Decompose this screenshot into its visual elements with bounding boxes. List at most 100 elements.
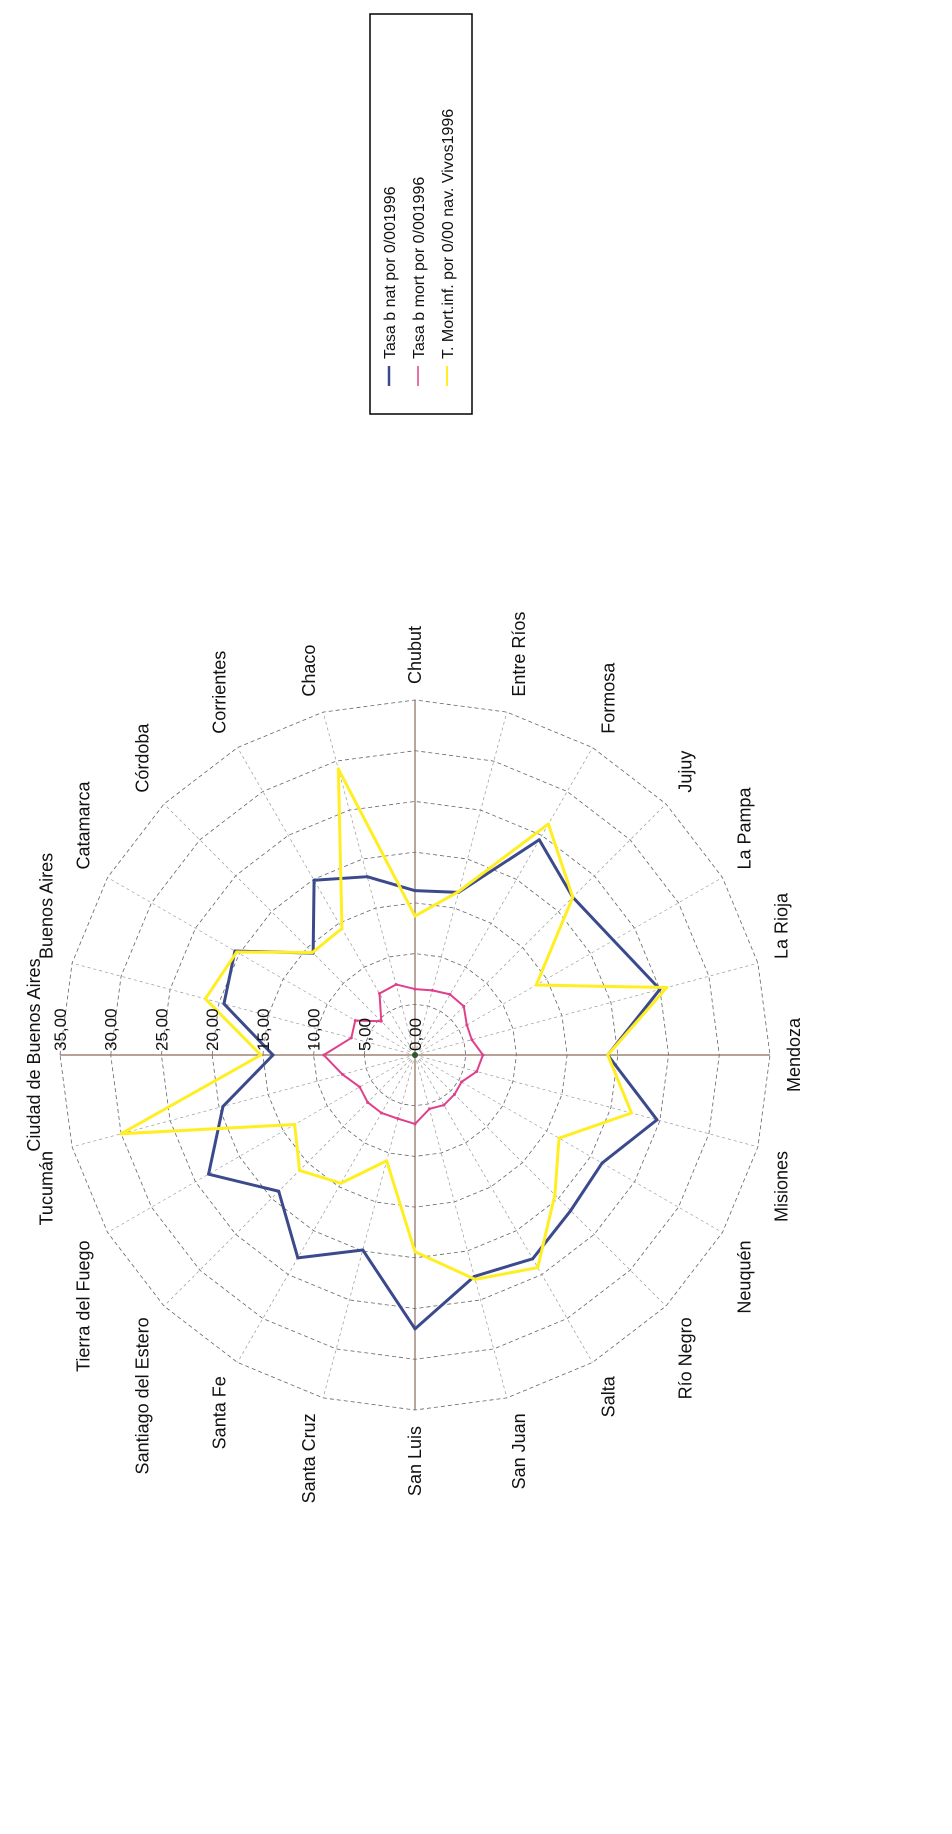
legend-label-1: Tasa b nat por 0/001996 <box>382 186 399 359</box>
series-2-point <box>353 1019 357 1023</box>
grid-spoke <box>237 747 416 1056</box>
category-label: Santa Cruz <box>299 1413 319 1503</box>
series-2-point <box>470 1038 474 1042</box>
series-1-point <box>612 938 616 942</box>
series-1-point <box>222 1002 226 1006</box>
series-2-point <box>448 992 452 996</box>
radar-center-point <box>412 1052 418 1058</box>
category-label: Ciudad de Buenos Aires <box>24 958 44 1151</box>
radial-tick-label: 35,00 <box>51 1008 70 1051</box>
category-label: Chubut <box>405 626 425 684</box>
category-label: Córdoba <box>133 723 153 793</box>
grid-spoke <box>163 803 416 1056</box>
series-3-point <box>665 986 669 990</box>
legend-label-2: Tasa b mort por 0/001996 <box>411 177 428 359</box>
series-2-point <box>462 1004 466 1008</box>
series-1-point <box>531 1257 535 1261</box>
legend-item-2: Tasa b mort por 0/001996 <box>411 177 428 386</box>
category-label: Santiago del Estero <box>133 1317 153 1474</box>
series-3-point <box>630 1111 634 1115</box>
series-3-point <box>536 1266 540 1270</box>
radial-tick-label: 10,00 <box>305 1008 324 1051</box>
category-label: La Rioja <box>771 892 791 959</box>
series-2-point <box>394 982 398 986</box>
series-1-point <box>221 1104 225 1108</box>
radar-series <box>119 767 669 1331</box>
category-label: Santa Fe <box>210 1376 230 1449</box>
category-label: Neuquén <box>734 1241 754 1314</box>
series-2-point <box>349 1036 353 1040</box>
series-2-point <box>413 987 417 991</box>
series-2-point <box>452 1092 456 1096</box>
series-3-point <box>553 1193 557 1197</box>
series-3-point <box>235 950 239 954</box>
series-2-point <box>396 1117 400 1121</box>
legend: Tasa b nat por 0/001996 Tasa b mort por … <box>369 13 473 415</box>
series-3-point <box>473 1277 477 1281</box>
grid-spoke <box>107 1054 416 1233</box>
radial-tick-label: 15,00 <box>254 1008 273 1051</box>
radial-tick-label: 20,00 <box>203 1008 222 1051</box>
category-label: Chaco <box>299 645 319 697</box>
series-3-point <box>385 1159 389 1163</box>
series-2-point <box>481 1053 485 1057</box>
series-line-2 <box>322 983 484 1125</box>
radial-tick-labels: 0,00 5,00 10,00 15,00 20,00 25,00 30,00 35,00 <box>51 1008 425 1051</box>
series-2-point <box>322 1053 326 1057</box>
series-2-point <box>442 1103 446 1107</box>
category-label: Jujuy <box>675 751 695 793</box>
series-2-point <box>460 1080 464 1084</box>
series-1-point <box>413 889 417 893</box>
category-label: Tierra del Fuego <box>74 1241 94 1372</box>
category-label: San Juan <box>509 1413 529 1489</box>
series-3-point <box>413 914 417 918</box>
series-2-point <box>465 1023 469 1027</box>
series-3-point <box>571 895 575 899</box>
category-label: Entre Ríos <box>509 612 529 697</box>
series-3-point <box>557 1136 561 1140</box>
grid-spoke <box>414 1054 667 1307</box>
category-label: La Pampa <box>734 786 754 869</box>
radial-tick-label: 30,00 <box>102 1008 121 1051</box>
series-2-point <box>430 988 434 992</box>
series-1-point <box>296 1256 300 1260</box>
grid-spoke <box>322 1054 416 1398</box>
radar-plot: 0,00 5,00 10,00 15,00 20,00 25,00 30,00 35,00 C… <box>24 612 804 1504</box>
category-label: Río Negro <box>675 1317 695 1399</box>
category-label: Corrientes <box>210 651 230 734</box>
series-3-point <box>259 1053 263 1057</box>
series-3-point <box>546 822 550 826</box>
series-1-point <box>413 1327 417 1331</box>
radar-grid <box>59 699 771 1411</box>
series-3-point <box>534 983 538 987</box>
series-3-point <box>119 1132 123 1136</box>
series-3-point <box>339 1181 343 1185</box>
grid-spoke <box>414 712 508 1056</box>
grid-spoke <box>107 877 416 1056</box>
grid-spoke <box>163 1054 416 1307</box>
series-3-point <box>606 1053 610 1057</box>
series-1-point <box>277 1189 281 1193</box>
legend-item-3: T. Mort.inf. por 0/00 nav. Vivos1996 <box>440 109 457 386</box>
series-2-point <box>413 1122 417 1126</box>
series-3-point <box>336 767 340 771</box>
grid-spoke <box>414 1054 508 1398</box>
grid-spoke <box>414 1054 593 1363</box>
grid-spoke <box>414 803 667 1056</box>
category-label: Misiones <box>771 1151 791 1222</box>
series-3-point <box>413 1250 417 1254</box>
grid-spoke <box>414 877 723 1056</box>
series-1-point <box>271 1053 275 1057</box>
series-1-point <box>361 1248 365 1252</box>
series-2-point <box>378 992 381 996</box>
series-1-point <box>537 838 541 842</box>
series-1-point <box>207 1172 211 1176</box>
series-3-point <box>340 927 344 931</box>
grid-spoke <box>322 712 416 1056</box>
legend-label-3: T. Mort.inf. por 0/00 nav. Vivos1996 <box>440 109 457 359</box>
series-1-point <box>600 1161 604 1165</box>
radial-tick-label: 5,00 <box>355 1018 374 1051</box>
category-label: Catamarca <box>74 780 94 869</box>
series-1-point <box>655 1118 659 1122</box>
